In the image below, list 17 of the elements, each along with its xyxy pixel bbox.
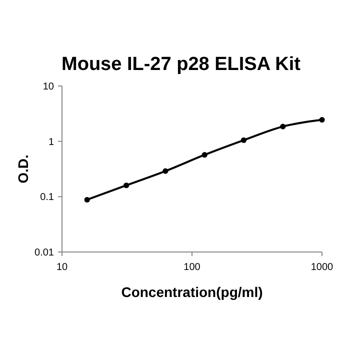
point	[280, 124, 286, 130]
x-axis-title: Concentration(pg/ml)	[121, 284, 263, 300]
x-tick-label: 100	[184, 262, 201, 273]
x-tick-label: 10	[56, 262, 68, 273]
chart-title: Mouse IL-27 p28 ELISA Kit	[62, 54, 302, 75]
y-tick-label: 0.01	[34, 248, 54, 258]
point	[124, 182, 130, 188]
point	[319, 117, 325, 123]
point	[240, 137, 247, 143]
y-tick-label: 0.1	[40, 192, 54, 204]
y-axis-title: O.D.	[15, 154, 31, 184]
x-tick-label: 1000	[310, 262, 334, 273]
point	[202, 152, 208, 158]
y-tick-label: 10	[42, 82, 54, 92]
point	[84, 196, 90, 203]
point	[162, 168, 168, 174]
y-tick-label: 1	[48, 136, 54, 148]
